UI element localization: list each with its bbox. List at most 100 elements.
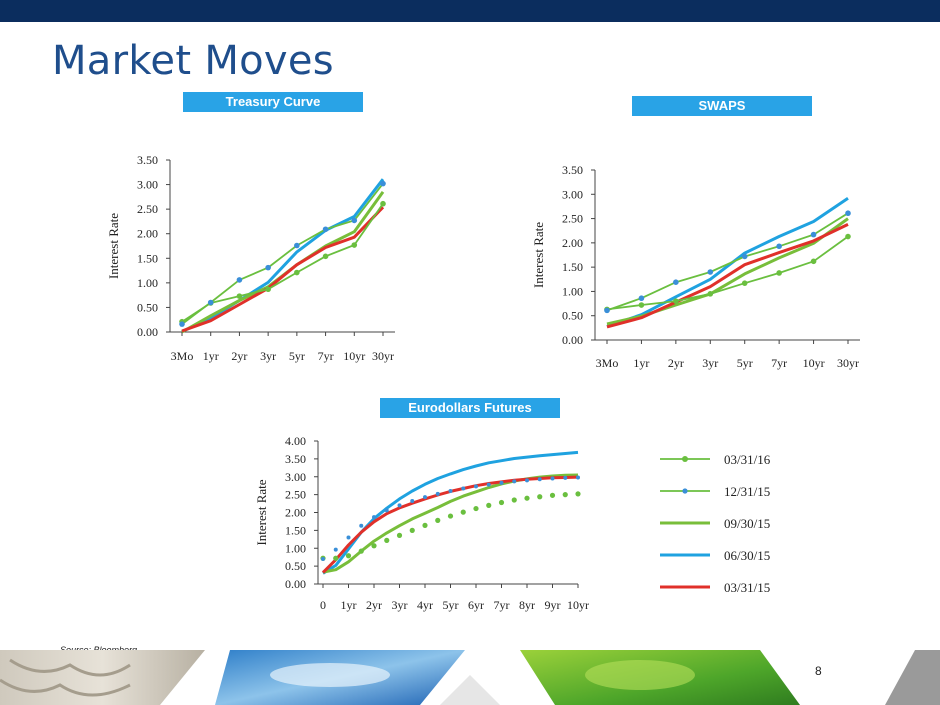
y-tick-label: 2.00 bbox=[137, 227, 158, 241]
data-point bbox=[351, 242, 358, 248]
gray-triangle bbox=[440, 675, 500, 705]
x-tick-label: 6yr bbox=[468, 598, 484, 612]
x-tick-label: 10yr bbox=[803, 356, 825, 370]
data-point bbox=[741, 253, 748, 260]
data-point bbox=[345, 553, 352, 559]
y-tick-label: 0.50 bbox=[562, 309, 583, 323]
data-point bbox=[460, 509, 466, 515]
data-point bbox=[265, 264, 271, 271]
swaps-chart: 0.00 0.50 1.00 1.50 2.00 2.50 3.00 3.50 3Mo 1yr 2y… bbox=[531, 163, 860, 370]
series-09-30-15 bbox=[181, 191, 385, 334]
data-point bbox=[550, 476, 555, 481]
data-point bbox=[384, 508, 389, 513]
data-point bbox=[380, 200, 386, 207]
y-tick-label: 0.00 bbox=[137, 325, 158, 339]
data-point bbox=[486, 482, 491, 487]
x-tick-label: 5yr bbox=[443, 598, 459, 612]
x-tick-label: 4yr bbox=[417, 598, 433, 612]
y-tick-label: 3.00 bbox=[137, 178, 158, 192]
x-tick-label: 7yr bbox=[318, 349, 334, 363]
x-tick-label: 5yr bbox=[737, 356, 753, 370]
y-tick-label: 1.00 bbox=[137, 276, 158, 290]
x-tick-label: 1yr bbox=[341, 598, 357, 612]
x-tick-label: 2yr bbox=[668, 356, 684, 370]
data-point bbox=[351, 217, 358, 224]
data-point bbox=[524, 495, 530, 501]
series-03-31-16 bbox=[606, 235, 849, 311]
y-tick-label: 0.50 bbox=[137, 300, 158, 314]
y-tick-label: 3.50 bbox=[137, 153, 158, 167]
y-tick-label: 1.50 bbox=[285, 523, 306, 537]
data-point bbox=[776, 270, 782, 276]
data-point bbox=[236, 277, 243, 283]
data-point bbox=[549, 492, 556, 498]
x-tick-label: 2yr bbox=[366, 598, 382, 612]
data-point bbox=[562, 492, 568, 498]
page-number: 8 bbox=[815, 664, 822, 678]
data-point bbox=[236, 293, 243, 299]
data-point bbox=[473, 505, 479, 512]
treasury-curve-chart: 0.00 0.50 1.00 1.50 2.00 2.50 3.00 3.50 3Mo 1yr 2y… bbox=[106, 153, 395, 363]
series-03-31-15 bbox=[606, 223, 849, 329]
data-point bbox=[537, 494, 543, 500]
x-tick-label: 1yr bbox=[203, 349, 219, 363]
series-12-31-15 bbox=[181, 183, 384, 325]
data-point bbox=[384, 537, 390, 543]
legend-marker bbox=[682, 456, 688, 462]
data-point bbox=[741, 280, 748, 286]
page-title: Market Moves bbox=[52, 38, 334, 84]
data-point bbox=[371, 543, 377, 549]
y-axis-label: Interest Rate bbox=[254, 479, 269, 545]
data-point bbox=[499, 480, 504, 485]
data-point bbox=[474, 484, 478, 489]
y-tick-label: 1.00 bbox=[562, 284, 583, 298]
data-point bbox=[435, 517, 441, 523]
data-point bbox=[265, 286, 271, 293]
data-point bbox=[512, 479, 517, 484]
data-point bbox=[461, 486, 466, 491]
x-tick-label: 3yr bbox=[260, 349, 276, 363]
x-tick-label: 3yr bbox=[702, 356, 718, 370]
top-banner bbox=[0, 0, 940, 22]
y-tick-label: 4.00 bbox=[285, 434, 306, 448]
data-point bbox=[638, 295, 645, 302]
y-tick-label: 2.00 bbox=[285, 506, 306, 520]
data-point bbox=[776, 243, 782, 250]
data-point bbox=[525, 478, 529, 483]
data-point bbox=[845, 210, 851, 217]
data-point bbox=[396, 532, 403, 538]
y-tick-label: 3.50 bbox=[562, 163, 583, 177]
data-point bbox=[358, 548, 364, 554]
rope-image bbox=[0, 650, 205, 705]
x-tick-label: 7yr bbox=[771, 356, 787, 370]
y-axis-label: Interest Rate bbox=[531, 222, 546, 288]
x-tick-label: 3Mo bbox=[596, 356, 619, 370]
y-tick-label: 2.00 bbox=[562, 236, 583, 250]
legend-label: 03/31/15 bbox=[724, 580, 770, 595]
data-point bbox=[422, 522, 428, 528]
legend-label: 09/30/15 bbox=[724, 516, 770, 531]
x-tick-label: 3Mo bbox=[171, 349, 194, 363]
y-tick-label: 1.00 bbox=[285, 541, 306, 555]
treasury-label: Treasury Curve bbox=[183, 92, 363, 112]
legend-label: 03/31/16 bbox=[724, 452, 771, 467]
y-tick-label: 3.00 bbox=[285, 470, 306, 484]
data-point bbox=[511, 497, 517, 503]
eurodollar-label: Eurodollars Futures bbox=[380, 398, 560, 418]
y-tick-label: 2.50 bbox=[137, 202, 158, 216]
y-tick-label: 0.00 bbox=[562, 333, 583, 347]
data-point bbox=[447, 513, 454, 519]
x-tick-label: 3yr bbox=[392, 598, 408, 612]
data-point bbox=[707, 291, 714, 297]
series-06-30-15 bbox=[181, 178, 385, 333]
data-point bbox=[810, 258, 817, 265]
swaps-label: SWAPS bbox=[632, 96, 812, 116]
data-point bbox=[322, 226, 329, 233]
data-point bbox=[563, 475, 568, 480]
data-point bbox=[845, 233, 851, 240]
y-tick-label: 3.50 bbox=[285, 452, 306, 466]
data-point bbox=[537, 477, 542, 482]
data-point bbox=[207, 299, 214, 306]
data-point bbox=[333, 555, 339, 561]
data-point bbox=[576, 475, 580, 480]
